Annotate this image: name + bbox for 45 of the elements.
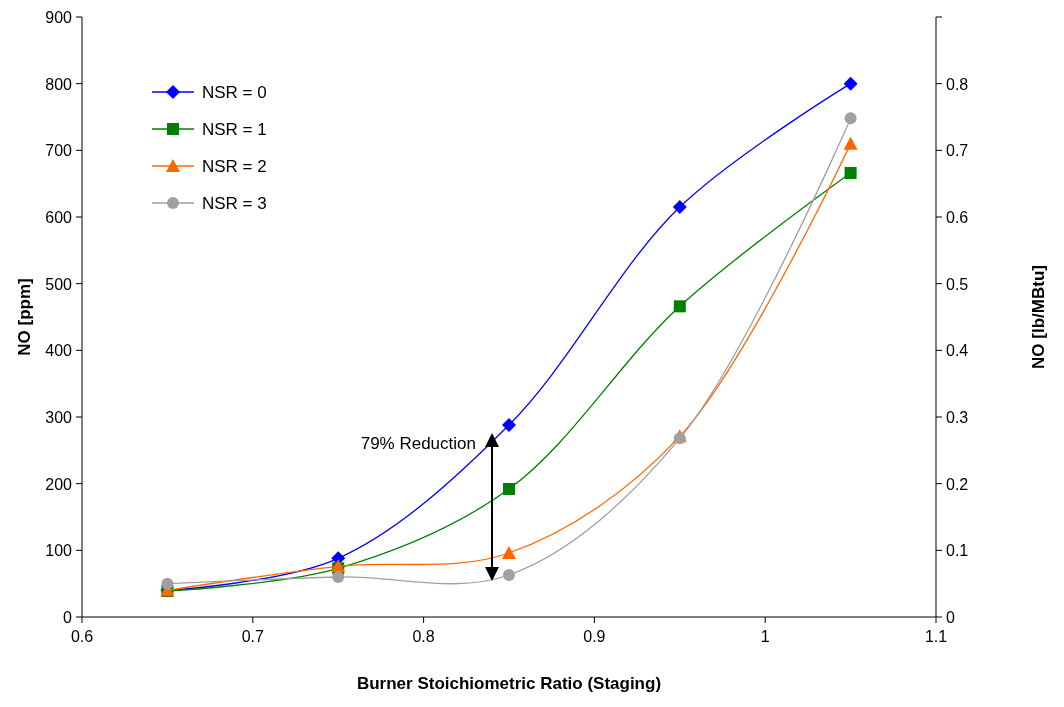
y2-tick-label: 0.2: [946, 475, 969, 493]
point: [843, 76, 858, 91]
x-tick-label: 1: [760, 628, 770, 645]
x-tick-label: 1.1: [924, 628, 948, 645]
y2-axis-title: NO [lb/MBtu]: [1029, 265, 1048, 369]
y2-tick-label: 0.4: [946, 342, 969, 360]
point: [672, 200, 687, 214]
x-tick-label: 0.7: [241, 628, 265, 645]
x-axis-title: Burner Stoichiometric Ratio (Staging): [356, 674, 662, 693]
point: [844, 112, 857, 125]
y-tick-label: 200: [45, 475, 73, 493]
y2-tick-label: 0: [946, 609, 955, 626]
x-tick-label: 0.9: [583, 628, 606, 645]
y-tick-label: 700: [45, 142, 73, 160]
y-tick-label: 400: [45, 342, 73, 360]
y2-tick-label: 0.5: [946, 275, 969, 293]
point: [843, 136, 858, 150]
y-axis-title: NO [ppm]: [15, 278, 34, 356]
y-tick-label: 500: [45, 275, 73, 293]
y2-tick-label: 0.8: [946, 75, 969, 93]
y-tick-label: 600: [45, 209, 73, 226]
point: [844, 167, 857, 179]
x-tick-label: 0.8: [412, 628, 435, 645]
y2-tick-label: 0.6: [946, 209, 969, 226]
x-tick-label: 0.6: [70, 628, 94, 645]
y-tick-label: 800: [45, 75, 73, 93]
y-tick-label: 900: [45, 9, 73, 26]
annotation: 79% Reduction: [360, 434, 476, 453]
y2-tick-label: 0.1: [946, 542, 969, 560]
legend-label: NSR = 2: [202, 157, 267, 176]
y-tick-label: 0: [63, 609, 73, 626]
point: [503, 483, 515, 495]
point: [332, 571, 345, 583]
point: [503, 569, 515, 581]
point: [161, 577, 174, 590]
y2-tick-label: 0.3: [946, 409, 969, 426]
y2-tick-label: 0.7: [946, 142, 969, 160]
point: [673, 300, 686, 313]
y-tick-label: 100: [45, 542, 73, 560]
point: [502, 418, 516, 432]
legend-label: NSR = 1: [202, 120, 267, 139]
point: [502, 546, 516, 559]
legend-label: NSR = 0: [202, 83, 267, 102]
legend-label: NSR = 3: [202, 194, 267, 213]
y-tick-label: 300: [45, 409, 73, 426]
